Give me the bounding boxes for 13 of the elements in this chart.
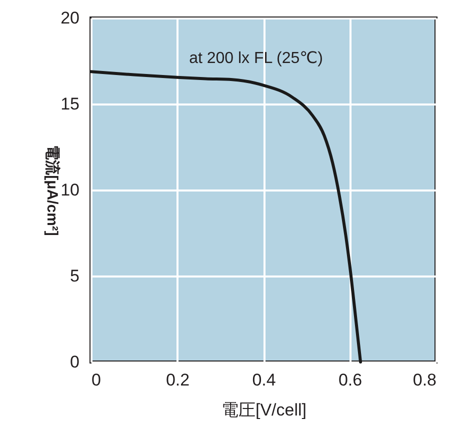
x-tick-label: 0.6 bbox=[338, 370, 362, 390]
x-tick-label: 0.2 bbox=[166, 370, 190, 390]
y-tick-label: 10 bbox=[60, 180, 80, 200]
y-axis-title: 電流[μA/cm²] bbox=[44, 145, 62, 236]
y-tick-label: 0 bbox=[70, 352, 80, 372]
y-tick-label: 5 bbox=[70, 266, 80, 286]
y-tick-label: 15 bbox=[60, 94, 80, 114]
y-tick-label: 20 bbox=[60, 8, 80, 28]
annotation: at 200 lx FL (25℃) bbox=[189, 50, 323, 67]
x-tick-label: 0 bbox=[92, 370, 101, 390]
x-tick-label: 0.4 bbox=[252, 370, 276, 390]
x-tick-label: 0.8 bbox=[412, 370, 436, 390]
x-axis-title: 電圧[V/cell] bbox=[221, 400, 307, 420]
